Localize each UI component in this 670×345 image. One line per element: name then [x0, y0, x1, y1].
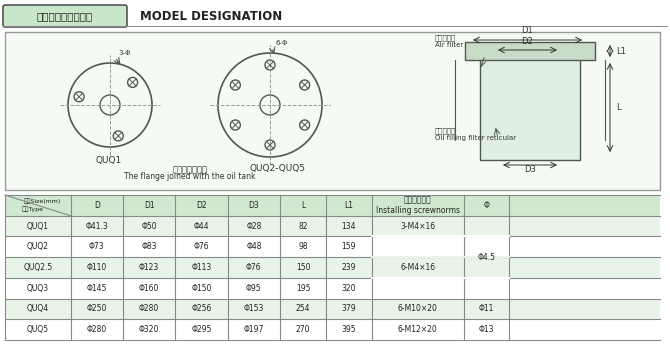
Text: 尺寸Size(mm): 尺寸Size(mm): [24, 199, 62, 204]
Text: Φ123: Φ123: [139, 263, 159, 272]
Text: Φ28: Φ28: [246, 221, 261, 230]
Text: 型号Type: 型号Type: [21, 207, 44, 212]
Bar: [5, 278, 660, 298]
Bar: [5, 298, 660, 319]
Text: Φ76: Φ76: [194, 242, 209, 251]
Text: Φ280: Φ280: [86, 325, 107, 334]
Text: D3: D3: [524, 165, 536, 174]
Text: QUQ5: QUQ5: [27, 325, 49, 334]
Text: D3: D3: [249, 201, 259, 210]
Text: D2: D2: [522, 37, 533, 46]
Bar: [5, 236, 660, 257]
Text: Φ295: Φ295: [192, 325, 212, 334]
Text: Φ13: Φ13: [478, 325, 494, 334]
Text: Φ197: Φ197: [244, 325, 264, 334]
Text: 159: 159: [342, 242, 356, 251]
Text: 254: 254: [295, 304, 310, 313]
Text: Φ76: Φ76: [246, 263, 262, 272]
Text: QUQ2-QUQ5: QUQ2-QUQ5: [250, 164, 306, 173]
Text: 空气过滤器
Air filter: 空气过滤器 Air filter: [435, 34, 463, 48]
Text: L: L: [301, 201, 305, 210]
Text: QUQ4: QUQ4: [27, 304, 49, 313]
Bar: [5, 319, 660, 340]
Bar: [5, 195, 660, 216]
Text: 320: 320: [342, 284, 356, 293]
Text: 6-M10×20: 6-M10×20: [398, 304, 438, 313]
Text: 安装螺钉规格
Installing screwnorms: 安装螺钉规格 Installing screwnorms: [376, 196, 460, 215]
Text: 四、外型及安装尺寸: 四、外型及安装尺寸: [37, 11, 93, 21]
Text: 98: 98: [298, 242, 308, 251]
Bar: [465, 42, 595, 60]
Text: D2: D2: [196, 201, 207, 210]
Text: 134: 134: [342, 221, 356, 230]
Text: Φ153: Φ153: [244, 304, 264, 313]
Text: 3-Φ: 3-Φ: [118, 50, 131, 56]
Bar: [5, 216, 660, 236]
Bar: [5, 32, 660, 190]
Text: 与滤箱连接法兰: 与滤箱连接法兰: [172, 165, 208, 174]
Text: Φ41.3: Φ41.3: [85, 221, 108, 230]
Text: Φ48: Φ48: [246, 242, 262, 251]
Text: Φ280: Φ280: [139, 304, 159, 313]
Text: Φ256: Φ256: [192, 304, 212, 313]
Bar: [5, 257, 660, 278]
Text: 6-Φ: 6-Φ: [275, 40, 287, 46]
Text: L1: L1: [344, 201, 353, 210]
Text: Φ11: Φ11: [479, 304, 494, 313]
Text: 82: 82: [298, 221, 308, 230]
Text: Φ110: Φ110: [86, 263, 107, 272]
Text: QUQ2: QUQ2: [27, 242, 49, 251]
Text: D1: D1: [144, 201, 154, 210]
Text: QUQ1: QUQ1: [95, 156, 121, 165]
Text: Φ73: Φ73: [89, 242, 105, 251]
Text: Φ50: Φ50: [141, 221, 157, 230]
Text: 6-M12×20: 6-M12×20: [398, 325, 438, 334]
Text: Φ150: Φ150: [192, 284, 212, 293]
Text: QUQ1: QUQ1: [27, 221, 49, 230]
Text: Φ145: Φ145: [86, 284, 107, 293]
Text: D1: D1: [522, 26, 533, 35]
Text: D: D: [94, 201, 100, 210]
Text: Φ160: Φ160: [139, 284, 159, 293]
Text: QUQ2.5: QUQ2.5: [23, 263, 52, 272]
Text: 270: 270: [295, 325, 310, 334]
Text: 395: 395: [342, 325, 356, 334]
Text: L1: L1: [616, 47, 626, 56]
Text: 150: 150: [295, 263, 310, 272]
Text: Φ320: Φ320: [139, 325, 159, 334]
Text: QUQ3: QUQ3: [27, 284, 49, 293]
Text: L: L: [616, 103, 620, 112]
Text: Φ4.5: Φ4.5: [478, 253, 495, 262]
Text: Φ: Φ: [484, 201, 489, 210]
Text: The flange joined with the oil tank: The flange joined with the oil tank: [124, 172, 256, 181]
Text: Φ95: Φ95: [246, 284, 262, 293]
Text: Φ83: Φ83: [141, 242, 157, 251]
Text: 379: 379: [342, 304, 356, 313]
Text: Φ250: Φ250: [86, 304, 107, 313]
Bar: [480, 50, 580, 160]
Text: 3-M4×16: 3-M4×16: [400, 221, 436, 230]
FancyBboxPatch shape: [3, 5, 127, 27]
Text: 6-M4×16: 6-M4×16: [400, 263, 436, 272]
Text: Φ44: Φ44: [194, 221, 209, 230]
Text: MODEL DESIGNATION: MODEL DESIGNATION: [140, 10, 282, 22]
Text: 加油过滤网
Oil filling filter reticular: 加油过滤网 Oil filling filter reticular: [435, 127, 516, 141]
Text: Φ113: Φ113: [192, 263, 212, 272]
Text: 195: 195: [295, 284, 310, 293]
Text: 239: 239: [342, 263, 356, 272]
